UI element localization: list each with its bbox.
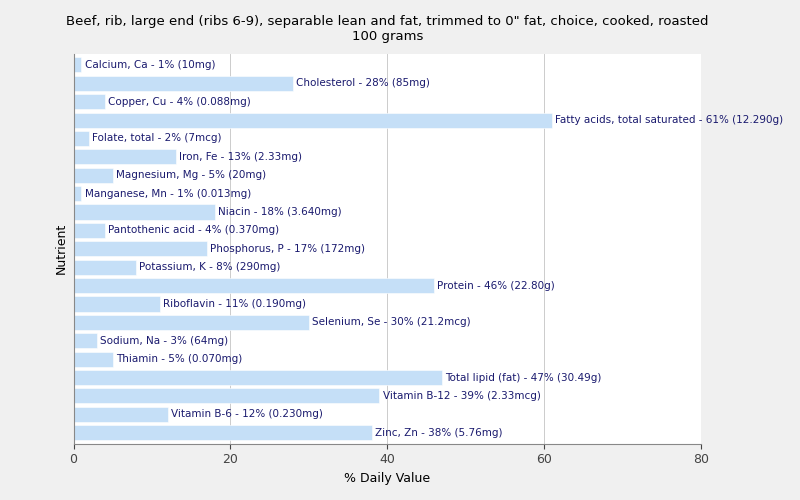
Text: Magnesium, Mg - 5% (20mg): Magnesium, Mg - 5% (20mg) (116, 170, 266, 180)
Bar (74, 425, 372, 440)
Text: Niacin - 18% (3.640mg): Niacin - 18% (3.640mg) (218, 207, 342, 217)
Bar (74, 58, 82, 72)
Bar (74, 352, 113, 366)
Bar (74, 150, 175, 164)
Bar (74, 223, 105, 238)
Bar (74, 76, 293, 91)
Text: Calcium, Ca - 1% (10mg): Calcium, Ca - 1% (10mg) (85, 60, 215, 70)
Bar (74, 112, 552, 128)
Text: Thiamin - 5% (0.070mg): Thiamin - 5% (0.070mg) (116, 354, 242, 364)
Text: Zinc, Zn - 38% (5.76mg): Zinc, Zn - 38% (5.76mg) (374, 428, 502, 438)
Bar (74, 131, 90, 146)
Text: Folate, total - 2% (7mcg): Folate, total - 2% (7mcg) (92, 134, 222, 143)
Bar (74, 168, 113, 183)
Text: Pantothenic acid - 4% (0.370mg): Pantothenic acid - 4% (0.370mg) (108, 226, 279, 235)
Bar (74, 333, 97, 348)
Text: Fatty acids, total saturated - 61% (12.290g): Fatty acids, total saturated - 61% (12.2… (555, 115, 783, 125)
Text: Copper, Cu - 4% (0.088mg): Copper, Cu - 4% (0.088mg) (108, 96, 251, 106)
Text: Protein - 46% (22.80g): Protein - 46% (22.80g) (438, 280, 555, 290)
Bar (74, 407, 168, 422)
Bar (74, 296, 160, 312)
Bar (74, 94, 105, 109)
Bar (74, 278, 434, 293)
Bar (74, 315, 309, 330)
Text: Sodium, Na - 3% (64mg): Sodium, Na - 3% (64mg) (100, 336, 228, 345)
Text: Manganese, Mn - 1% (0.013mg): Manganese, Mn - 1% (0.013mg) (85, 188, 250, 198)
Bar (74, 204, 214, 220)
Text: Iron, Fe - 13% (2.33mg): Iron, Fe - 13% (2.33mg) (178, 152, 302, 162)
X-axis label: % Daily Value: % Daily Value (344, 472, 430, 485)
Y-axis label: Nutrient: Nutrient (55, 223, 68, 274)
Bar (74, 242, 207, 256)
Text: Potassium, K - 8% (290mg): Potassium, K - 8% (290mg) (139, 262, 281, 272)
Bar (74, 370, 442, 385)
Text: Total lipid (fat) - 47% (30.49g): Total lipid (fat) - 47% (30.49g) (446, 372, 602, 382)
Text: Riboflavin - 11% (0.190mg): Riboflavin - 11% (0.190mg) (163, 299, 306, 309)
Text: Selenium, Se - 30% (21.2mcg): Selenium, Se - 30% (21.2mcg) (312, 318, 470, 328)
Title: Beef, rib, large end (ribs 6-9), separable lean and fat, trimmed to 0" fat, choi: Beef, rib, large end (ribs 6-9), separab… (66, 15, 709, 43)
Bar (74, 186, 82, 201)
Bar (74, 260, 136, 274)
Text: Cholesterol - 28% (85mg): Cholesterol - 28% (85mg) (296, 78, 430, 88)
Text: Vitamin B-6 - 12% (0.230mg): Vitamin B-6 - 12% (0.230mg) (171, 410, 322, 420)
Bar (74, 388, 379, 404)
Text: Vitamin B-12 - 39% (2.33mcg): Vitamin B-12 - 39% (2.33mcg) (382, 391, 541, 401)
Text: Phosphorus, P - 17% (172mg): Phosphorus, P - 17% (172mg) (210, 244, 365, 254)
